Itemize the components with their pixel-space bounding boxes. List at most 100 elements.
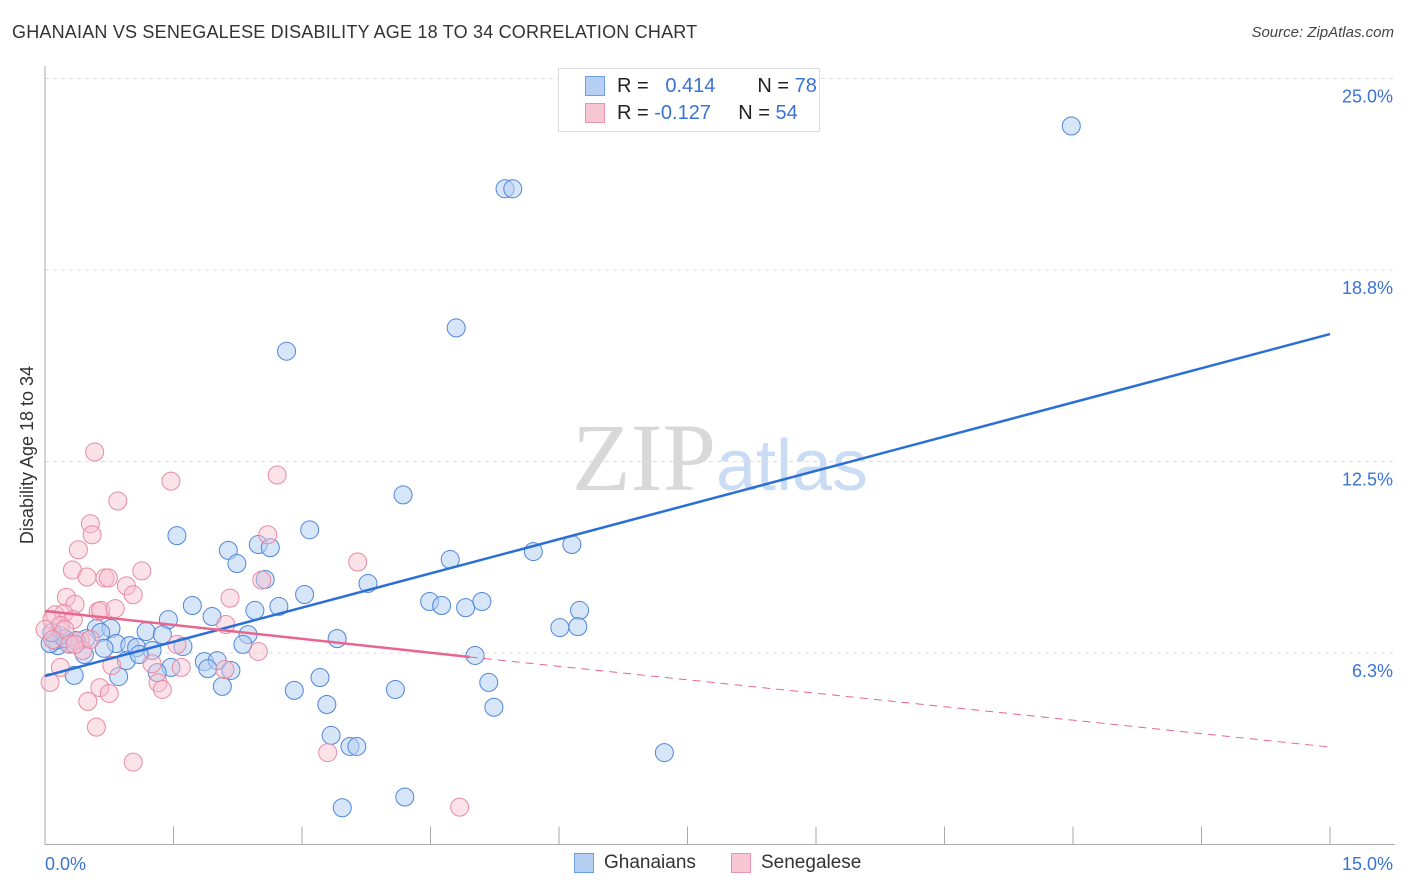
n-label: N = — [757, 74, 790, 97]
y-tick-label: 6.3% — [1352, 661, 1393, 681]
ghanaian-point — [295, 584, 315, 604]
watermark: ZIPatlas — [572, 404, 868, 511]
n-value: 78 — [794, 74, 817, 97]
senegalese-point — [252, 570, 272, 590]
n-value: 54 — [775, 101, 798, 124]
ghanaian-point — [212, 676, 232, 696]
senegalese-point — [40, 672, 60, 692]
senegalese-point — [123, 585, 143, 605]
ghanaian-point — [198, 659, 218, 679]
r-label: R = — [617, 101, 649, 124]
legend-label: Senegalese — [761, 852, 862, 873]
senegalese-point — [60, 634, 80, 654]
senegalese-point — [73, 641, 93, 661]
y-tick-label: 18.8% — [1342, 278, 1393, 298]
senegalese-point — [123, 752, 143, 772]
y-axis-label: Disability Age 18 to 34 — [17, 366, 37, 544]
ghanaian-point — [277, 341, 297, 361]
senegalese-point — [85, 442, 105, 462]
senegalese-point — [105, 599, 125, 619]
senegalese-point — [35, 619, 55, 639]
senegalese-point — [132, 561, 152, 581]
pink-swatch-icon — [731, 853, 751, 873]
senegalese-point — [348, 552, 368, 572]
ghanaian-point — [233, 634, 253, 654]
ghanaian-point — [167, 526, 187, 546]
y-tick-label: 25.0% — [1342, 87, 1393, 107]
ghanaian-point — [456, 598, 476, 618]
y-tick-label: 12.5% — [1342, 470, 1393, 490]
x-tick-label: 15.0% — [1342, 854, 1393, 874]
senegalese-point — [220, 588, 240, 608]
ghanaian-point — [385, 679, 405, 699]
senegalese-point — [171, 657, 191, 677]
chart-title: GHANAIAN VS SENEGALESE DISABILITY AGE 18… — [12, 22, 698, 42]
ghanaian-point — [479, 672, 499, 692]
senegalese-point — [161, 471, 181, 491]
ghanaian-point — [221, 660, 241, 680]
ghanaian-trend-line — [44, 332, 1331, 678]
ghanaian-point — [321, 725, 341, 745]
senegalese-point — [215, 660, 235, 680]
ghanaian-point — [347, 736, 367, 756]
ghanaian-point — [245, 600, 265, 620]
senegalese-point — [108, 491, 128, 511]
ghanaian-point — [317, 694, 337, 714]
ghanaian-point — [503, 179, 523, 199]
ghanaian-point — [654, 743, 674, 763]
ghanaian-point — [109, 667, 129, 687]
ghanaian-point — [284, 680, 304, 700]
legend-item-senegalese: Senegalese — [731, 852, 861, 874]
senegalese-point — [142, 654, 162, 674]
pink-swatch-icon — [585, 103, 605, 123]
ghanaian-point — [136, 622, 156, 642]
senegalese-point — [91, 600, 111, 620]
ghanaian-point — [227, 554, 247, 574]
senegalese-point — [86, 717, 106, 737]
ghanaian-point — [484, 697, 504, 717]
legend-row-senegalese: R = -0.127 N = 54 — [585, 101, 798, 125]
senegalese-point — [152, 679, 172, 699]
ghanaian-point — [269, 596, 289, 616]
senegalese-point — [80, 630, 100, 650]
ghanaian-point — [327, 629, 347, 649]
ghanaian-point — [332, 798, 352, 818]
source-label: Source: ZipAtlas.com — [1251, 24, 1394, 41]
ghanaian-point — [182, 596, 202, 616]
ghanaian-point — [432, 596, 452, 616]
ghanaian-point — [393, 485, 413, 505]
senegalese-point — [82, 525, 102, 545]
senegalese-trend-extension — [469, 656, 1331, 748]
ghanaian-point — [300, 520, 320, 540]
ghanaian-point — [310, 668, 330, 688]
n-label: N = — [738, 101, 770, 124]
legend-item-ghanaians: Ghanaians — [574, 852, 696, 874]
ghanaian-point — [550, 618, 570, 638]
senegalese-point — [258, 525, 278, 545]
senegalese-point — [450, 797, 470, 817]
legend-label: Ghanaians — [604, 852, 696, 873]
r-value: -0.127 — [654, 101, 711, 124]
senegalese-point — [77, 567, 97, 587]
r-label: R = — [617, 74, 649, 97]
blue-swatch-icon — [585, 76, 605, 96]
ghanaian-point — [218, 540, 238, 560]
senegalese-point — [43, 630, 63, 650]
senegalese-point — [65, 634, 85, 654]
senegalese-point — [78, 691, 98, 711]
senegalese-point — [90, 678, 110, 698]
senegalese-point — [98, 568, 118, 588]
senegalese-point — [102, 656, 122, 676]
stats-legend: R = 0.414 N = 78 R = -0.127 N = 54 — [558, 68, 820, 132]
r-value: 0.414 — [665, 74, 716, 97]
senegalese-point — [267, 465, 287, 485]
ghanaian-point — [395, 787, 415, 807]
ghanaian-point — [465, 645, 485, 665]
senegalese-point — [99, 683, 119, 703]
ghanaian-point — [472, 592, 492, 612]
legend-row-ghanaians: R = 0.414 N = 78 — [585, 74, 817, 98]
ghanaian-point — [568, 617, 588, 637]
ghanaian-point — [446, 318, 466, 338]
senegalese-point — [318, 743, 338, 763]
